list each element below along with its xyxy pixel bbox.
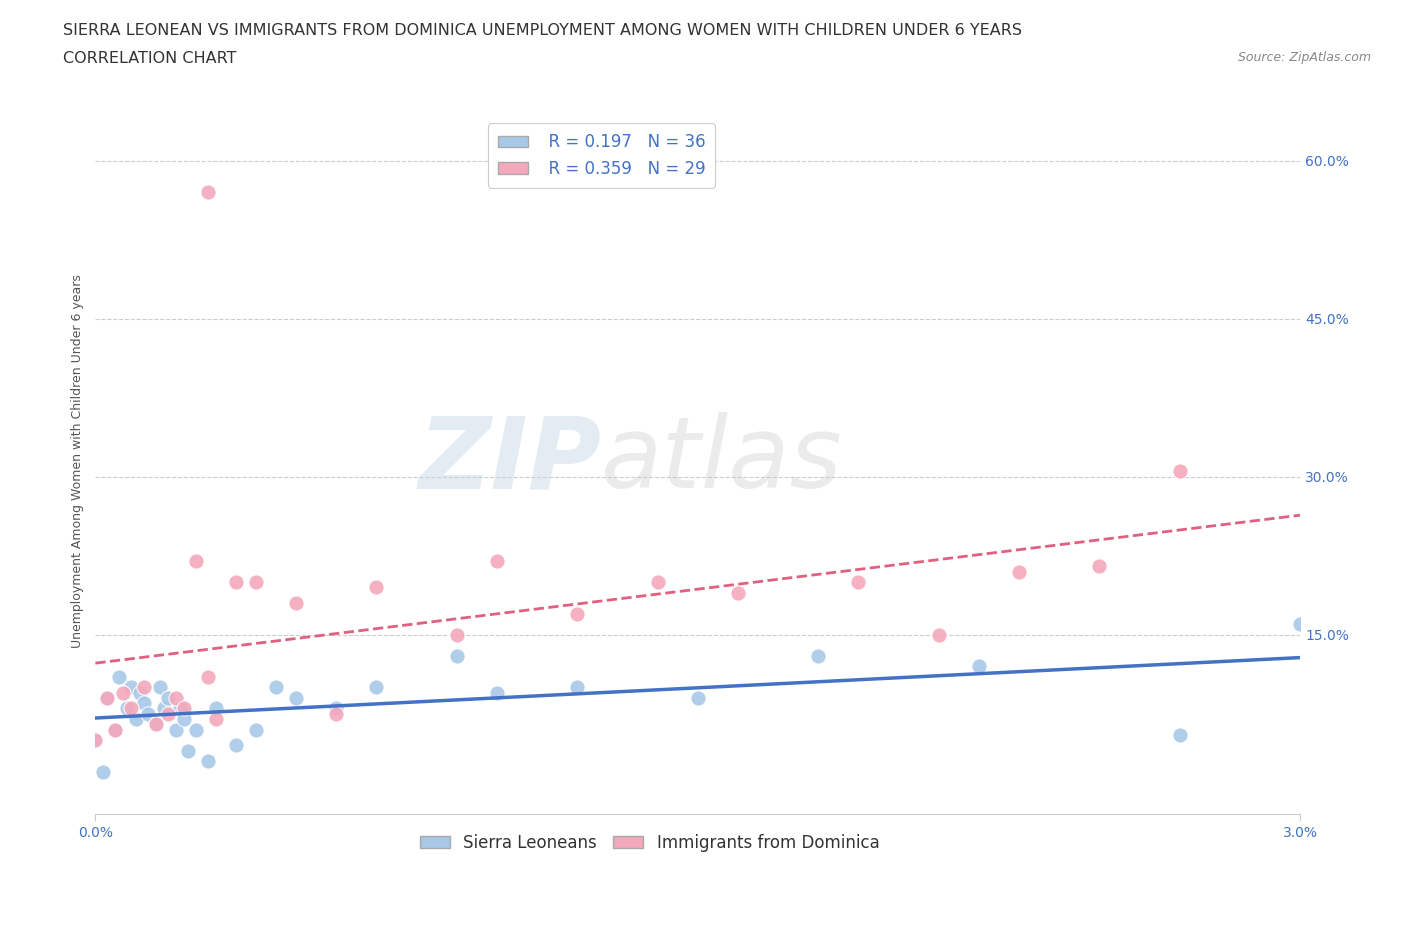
Point bbox=[132, 696, 155, 711]
Point bbox=[173, 711, 195, 726]
Text: atlas: atlas bbox=[602, 412, 844, 510]
Point bbox=[177, 743, 200, 758]
Point bbox=[197, 753, 219, 768]
Text: SIERRA LEONEAN VS IMMIGRANTS FROM DOMINICA UNEMPLOYMENT AMONG WOMEN WITH CHILDRE: SIERRA LEONEAN VS IMMIGRANTS FROM DOMINI… bbox=[63, 23, 1022, 38]
Point bbox=[285, 690, 308, 705]
Point bbox=[647, 575, 669, 590]
Point bbox=[967, 658, 990, 673]
Point bbox=[145, 717, 167, 732]
Point bbox=[846, 575, 869, 590]
Point bbox=[1008, 565, 1031, 579]
Point bbox=[928, 628, 950, 643]
Point bbox=[197, 185, 219, 200]
Point bbox=[152, 701, 174, 716]
Point bbox=[128, 685, 150, 700]
Legend: Sierra Leoneans, Immigrants from Dominica: Sierra Leoneans, Immigrants from Dominic… bbox=[413, 827, 886, 858]
Point bbox=[325, 706, 347, 721]
Point bbox=[84, 733, 107, 748]
Point bbox=[686, 690, 709, 705]
Point bbox=[264, 680, 287, 695]
Point bbox=[93, 764, 115, 779]
Point bbox=[205, 711, 228, 726]
Point bbox=[366, 580, 388, 595]
Point bbox=[1168, 464, 1191, 479]
Point bbox=[96, 690, 118, 705]
Point bbox=[149, 680, 172, 695]
Point bbox=[567, 680, 589, 695]
Text: CORRELATION CHART: CORRELATION CHART bbox=[63, 51, 236, 66]
Point bbox=[245, 575, 267, 590]
Point bbox=[104, 722, 127, 737]
Point bbox=[567, 606, 589, 621]
Point bbox=[485, 553, 508, 568]
Point bbox=[225, 575, 247, 590]
Point bbox=[169, 701, 191, 716]
Point bbox=[121, 680, 143, 695]
Point bbox=[285, 596, 308, 611]
Point bbox=[108, 670, 131, 684]
Point bbox=[197, 670, 219, 684]
Point bbox=[184, 553, 207, 568]
Point bbox=[1168, 727, 1191, 742]
Point bbox=[1289, 617, 1312, 631]
Point bbox=[245, 722, 267, 737]
Y-axis label: Unemployment Among Women with Children Under 6 years: Unemployment Among Women with Children U… bbox=[72, 274, 84, 648]
Point bbox=[132, 680, 155, 695]
Point bbox=[173, 701, 195, 716]
Point bbox=[225, 737, 247, 752]
Point bbox=[136, 706, 159, 721]
Point bbox=[1088, 559, 1111, 574]
Point bbox=[165, 690, 187, 705]
Point bbox=[807, 648, 830, 663]
Point bbox=[184, 722, 207, 737]
Point bbox=[112, 685, 135, 700]
Point bbox=[104, 722, 127, 737]
Point bbox=[96, 690, 118, 705]
Point bbox=[165, 722, 187, 737]
Point bbox=[727, 585, 749, 600]
Point bbox=[446, 648, 468, 663]
Point bbox=[156, 706, 179, 721]
Point bbox=[117, 701, 139, 716]
Text: ZIP: ZIP bbox=[419, 412, 602, 510]
Point bbox=[485, 685, 508, 700]
Text: Source: ZipAtlas.com: Source: ZipAtlas.com bbox=[1237, 51, 1371, 64]
Point bbox=[156, 690, 179, 705]
Point bbox=[121, 701, 143, 716]
Point bbox=[325, 701, 347, 716]
Point bbox=[84, 733, 107, 748]
Point bbox=[124, 711, 146, 726]
Point bbox=[145, 717, 167, 732]
Point bbox=[446, 628, 468, 643]
Point bbox=[205, 701, 228, 716]
Point bbox=[366, 680, 388, 695]
